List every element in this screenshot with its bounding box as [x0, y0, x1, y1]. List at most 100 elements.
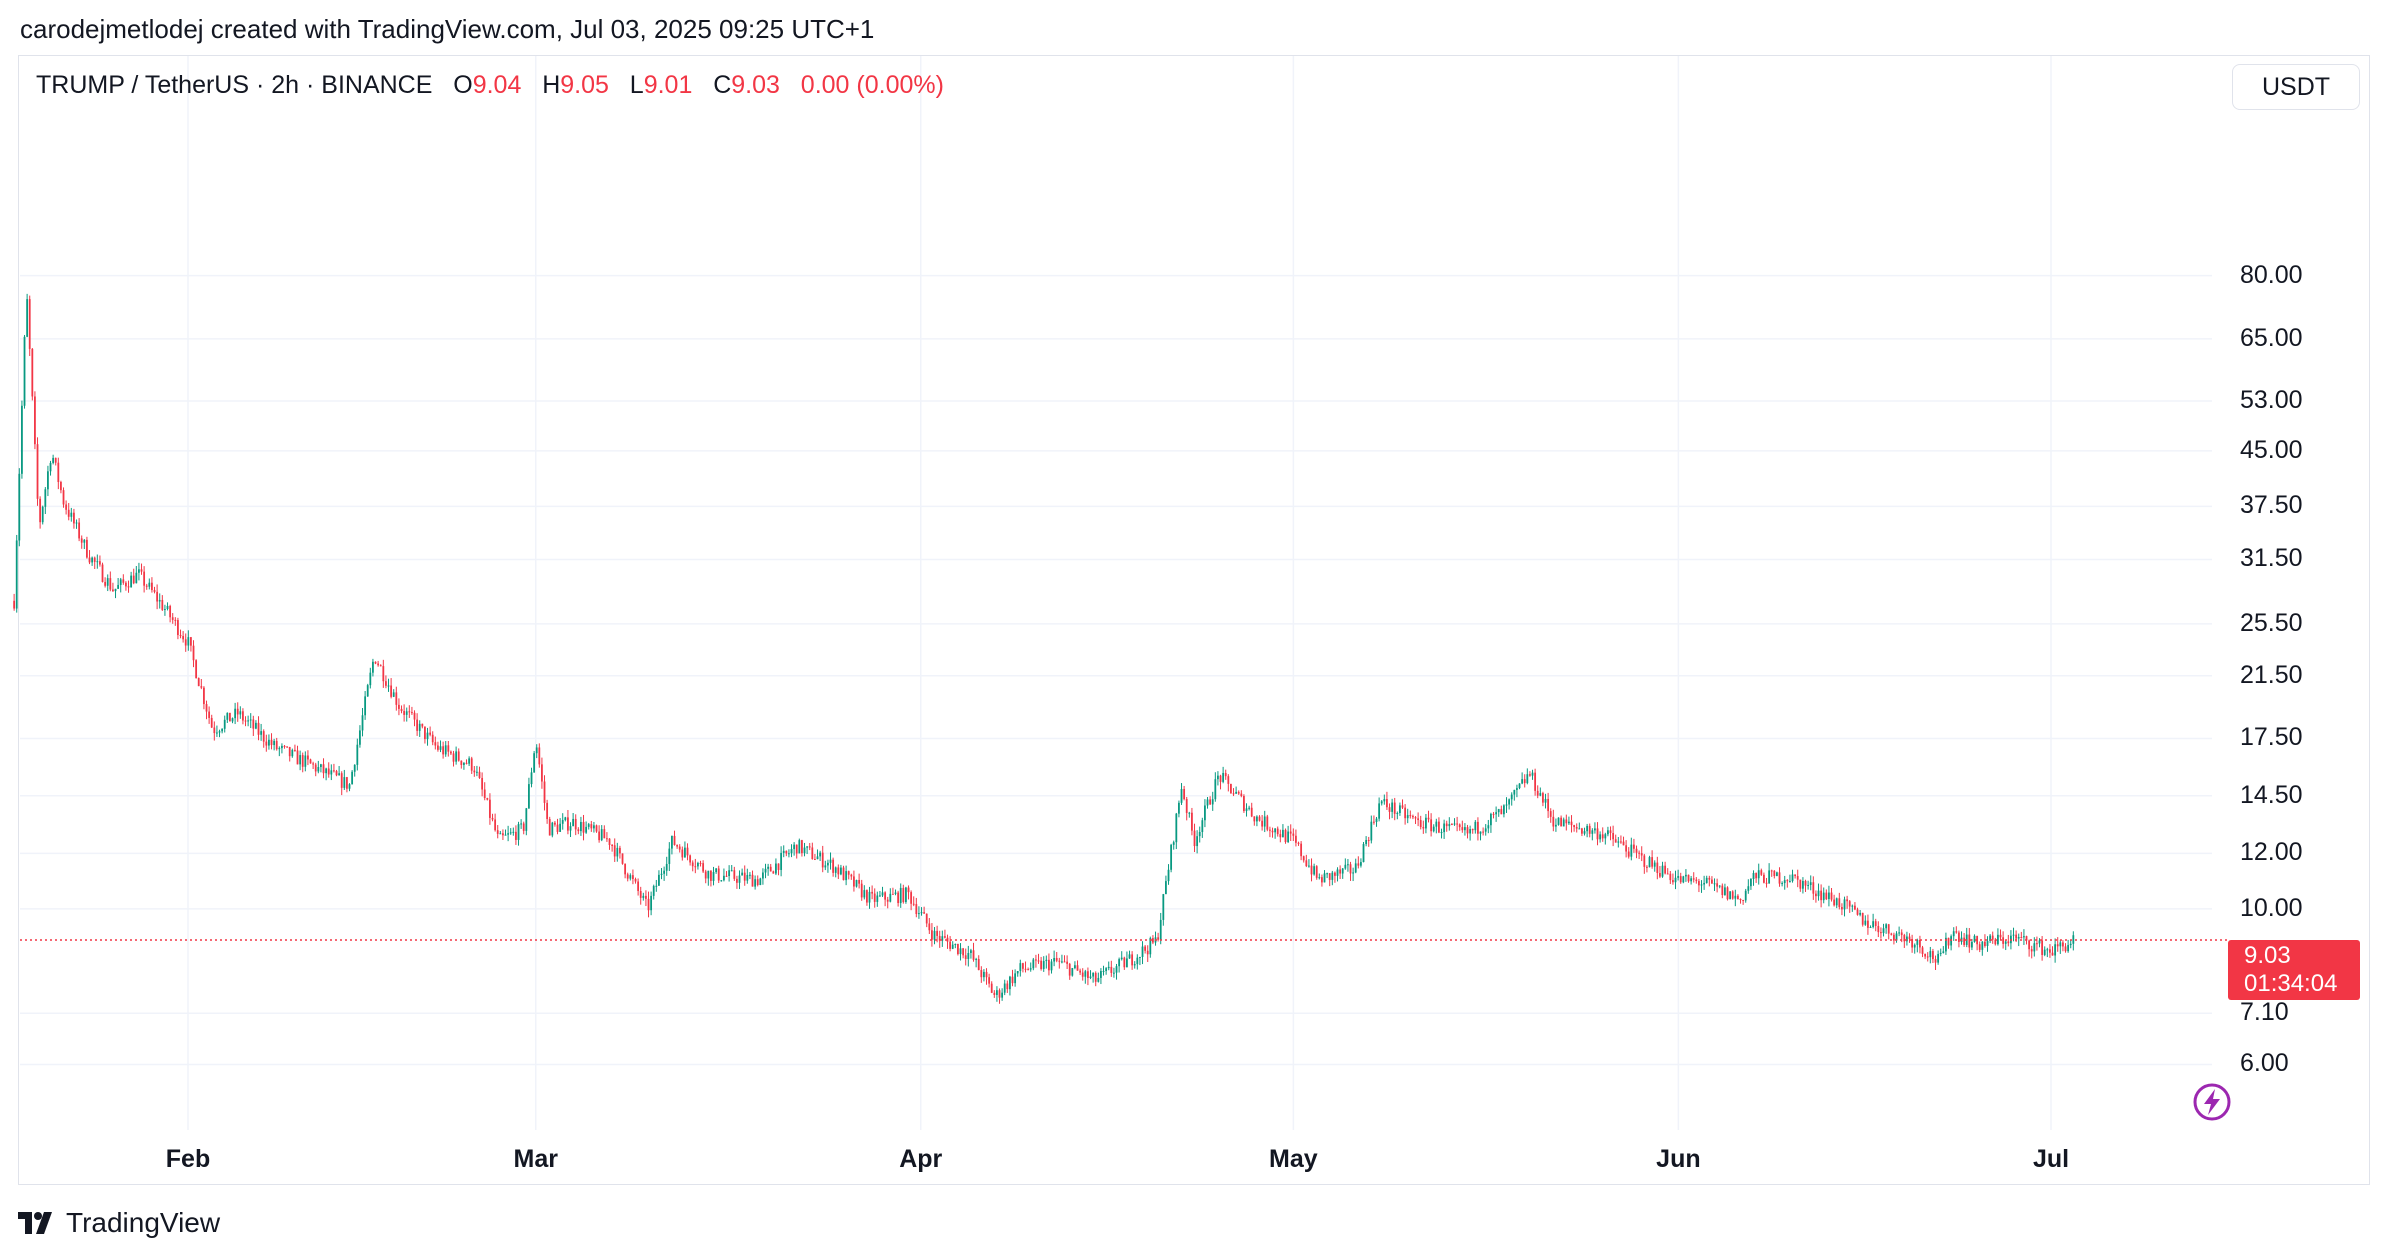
candle-body [353, 764, 356, 772]
candle-body [203, 687, 205, 705]
candle-body [78, 522, 81, 539]
candle-body [2002, 937, 2005, 944]
candle-body [1841, 907, 1843, 910]
low-label: L [629, 71, 644, 99]
candle-body [972, 950, 975, 960]
candle-body [1243, 796, 1245, 812]
candle-body [845, 871, 848, 881]
candle-body [1321, 877, 1323, 883]
candle-body [842, 867, 845, 881]
candle-body [65, 504, 68, 510]
candle-body [270, 739, 273, 746]
candle-body [1001, 992, 1004, 998]
candle-body [621, 853, 624, 864]
candle-body [876, 895, 879, 902]
lightning-bolt-icon[interactable] [2192, 1082, 2232, 1122]
candle-body [616, 847, 619, 857]
candle-body [1347, 864, 1349, 866]
candle-body [699, 862, 702, 864]
candle-body [356, 744, 359, 765]
candle-body [1100, 971, 1102, 978]
candle-body [36, 444, 39, 499]
candle-body [772, 871, 775, 874]
candle-body [1474, 821, 1477, 831]
candle-body [491, 817, 494, 820]
candle-body [73, 512, 75, 524]
candle-body [1765, 882, 1768, 884]
candle-body [1659, 873, 1661, 877]
candle-body [447, 745, 450, 752]
candle-body [1698, 881, 1700, 886]
candle-body [1963, 937, 1966, 945]
candle-body [894, 892, 897, 894]
candle-body [405, 711, 408, 715]
close-value: 9.03 [731, 71, 780, 99]
candle-body [1131, 954, 1134, 966]
candle-body [715, 868, 718, 873]
candle-body [499, 833, 502, 835]
candle-body [1508, 799, 1511, 805]
candle-body [333, 770, 335, 772]
candle-body [28, 299, 31, 349]
x-tick-label: Jul [2032, 1145, 2070, 1173]
candle-body [400, 708, 403, 711]
candle-body [153, 590, 156, 592]
candle-body [1401, 805, 1404, 808]
candle-body [1942, 951, 1945, 953]
currency-button[interactable]: USDT [2232, 64, 2360, 110]
candle-body [1092, 972, 1095, 977]
candle-body [62, 490, 65, 505]
candle-body [860, 883, 863, 898]
candle-body [2059, 942, 2062, 947]
candle-body [959, 948, 962, 955]
candle-body [1586, 825, 1589, 832]
candle-body [304, 755, 307, 767]
candle-body [541, 764, 543, 782]
candle-body [1599, 834, 1602, 840]
candle-body [1843, 899, 1846, 910]
candle-body [260, 731, 263, 735]
candle-body [915, 904, 918, 915]
candle-body [730, 870, 733, 872]
candle-body [918, 913, 920, 915]
candle-body [1003, 983, 1006, 993]
candle-body [205, 704, 208, 712]
candle-body [130, 575, 133, 588]
candle-body [317, 767, 320, 772]
candle-body [483, 789, 486, 799]
candle-body [200, 686, 203, 688]
candle-body [127, 586, 130, 588]
candle-body [1326, 873, 1329, 875]
candle-body [1856, 909, 1859, 915]
candle-body [1167, 869, 1170, 882]
candle-body [1422, 827, 1425, 829]
candle-body [1209, 799, 1212, 805]
candle-body [366, 685, 369, 697]
candle-body [507, 833, 510, 835]
tradingview-brand[interactable]: TradingView [18, 1207, 220, 1239]
candle-body [75, 522, 78, 524]
candle-body [1149, 938, 1152, 955]
x-tick-label: May [1269, 1145, 1318, 1173]
candle-body [970, 950, 972, 953]
candle-body [1721, 885, 1724, 896]
candle-body [1219, 775, 1222, 782]
candle-body [1835, 898, 1838, 906]
candle-body [1427, 817, 1430, 820]
candle-body [1534, 772, 1537, 791]
candle-body [738, 875, 741, 883]
candle-body [668, 848, 671, 864]
candle-body [67, 509, 70, 517]
candle-body [286, 746, 289, 748]
candle-body [1313, 866, 1316, 875]
candle-body [101, 564, 104, 582]
candle-body [689, 855, 692, 863]
candle-body [1664, 865, 1667, 874]
candle-body [515, 831, 517, 840]
candle-body [431, 734, 434, 743]
candle-body [1380, 801, 1383, 804]
candle-body [1939, 952, 1942, 954]
candle-body [663, 870, 666, 874]
candle-body [1360, 862, 1362, 866]
